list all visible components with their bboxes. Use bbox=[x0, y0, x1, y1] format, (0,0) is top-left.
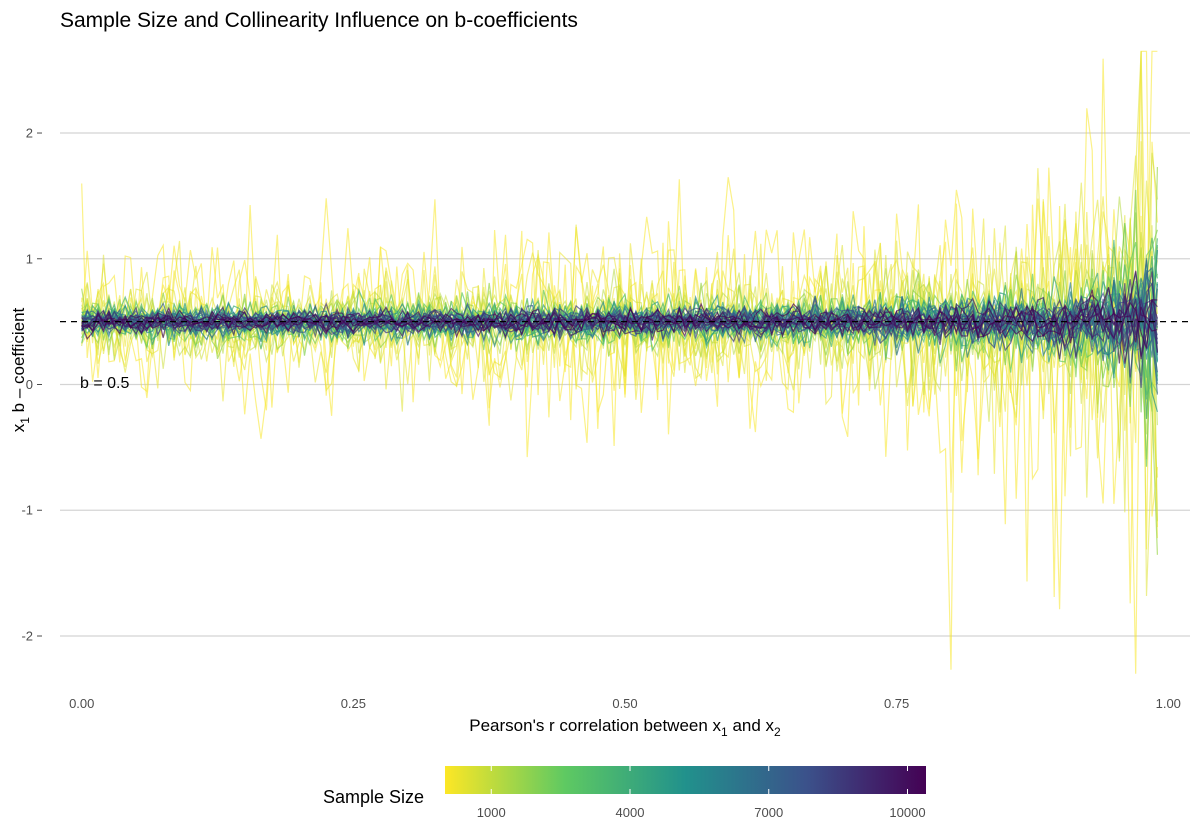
legend-ticks: 1000 4000 7000 10000 bbox=[477, 766, 926, 820]
legend-tick-label: 10000 bbox=[889, 805, 925, 820]
x-tick-label: 0.50 bbox=[612, 696, 637, 711]
reference-line-label: b = 0.5 bbox=[80, 375, 129, 392]
legend-title: Sample Size bbox=[323, 787, 424, 807]
legend-colorbar bbox=[445, 766, 926, 794]
y-tick-label: 0 bbox=[26, 377, 33, 392]
y-tick-label: 2 bbox=[26, 126, 33, 141]
x-tick-label: 0.75 bbox=[884, 696, 909, 711]
series-line-n5500 bbox=[81, 249, 1158, 360]
chart-title: Sample Size and Collinearity Influence o… bbox=[60, 9, 578, 32]
color-legend: Sample Size 1000 4000 7000 10000 bbox=[323, 766, 926, 820]
x-axis-label: Pearson's r correlation between x1 and x… bbox=[469, 716, 781, 739]
legend-tick-label: 4000 bbox=[616, 805, 645, 820]
series-line-n8000 bbox=[81, 291, 1158, 349]
y-axis-label: x1 b – coefficient bbox=[9, 307, 32, 432]
legend-tick-label: 7000 bbox=[754, 805, 783, 820]
y-axis-ticks: 2 1 0 -1 -2 bbox=[21, 126, 42, 643]
y-tick-label: -2 bbox=[21, 628, 33, 643]
y-tick-label: 1 bbox=[26, 251, 33, 266]
y-tick-label: -1 bbox=[21, 503, 33, 518]
series-lines bbox=[81, 50, 1158, 674]
x-tick-label: 0.25 bbox=[341, 696, 366, 711]
series-line-n100 bbox=[81, 50, 1158, 670]
series-line-n4000 bbox=[81, 256, 1158, 355]
x-tick-label: 0.00 bbox=[69, 696, 94, 711]
series-line-n10400 bbox=[81, 286, 1158, 349]
series-line-n100 bbox=[81, 50, 1158, 610]
x-tick-label: 1.00 bbox=[1156, 696, 1181, 711]
x-axis-ticks: 0.00 0.25 0.50 0.75 1.00 bbox=[69, 696, 1181, 711]
legend-tick-label: 1000 bbox=[477, 805, 506, 820]
series-line-n10400 bbox=[81, 302, 1158, 344]
